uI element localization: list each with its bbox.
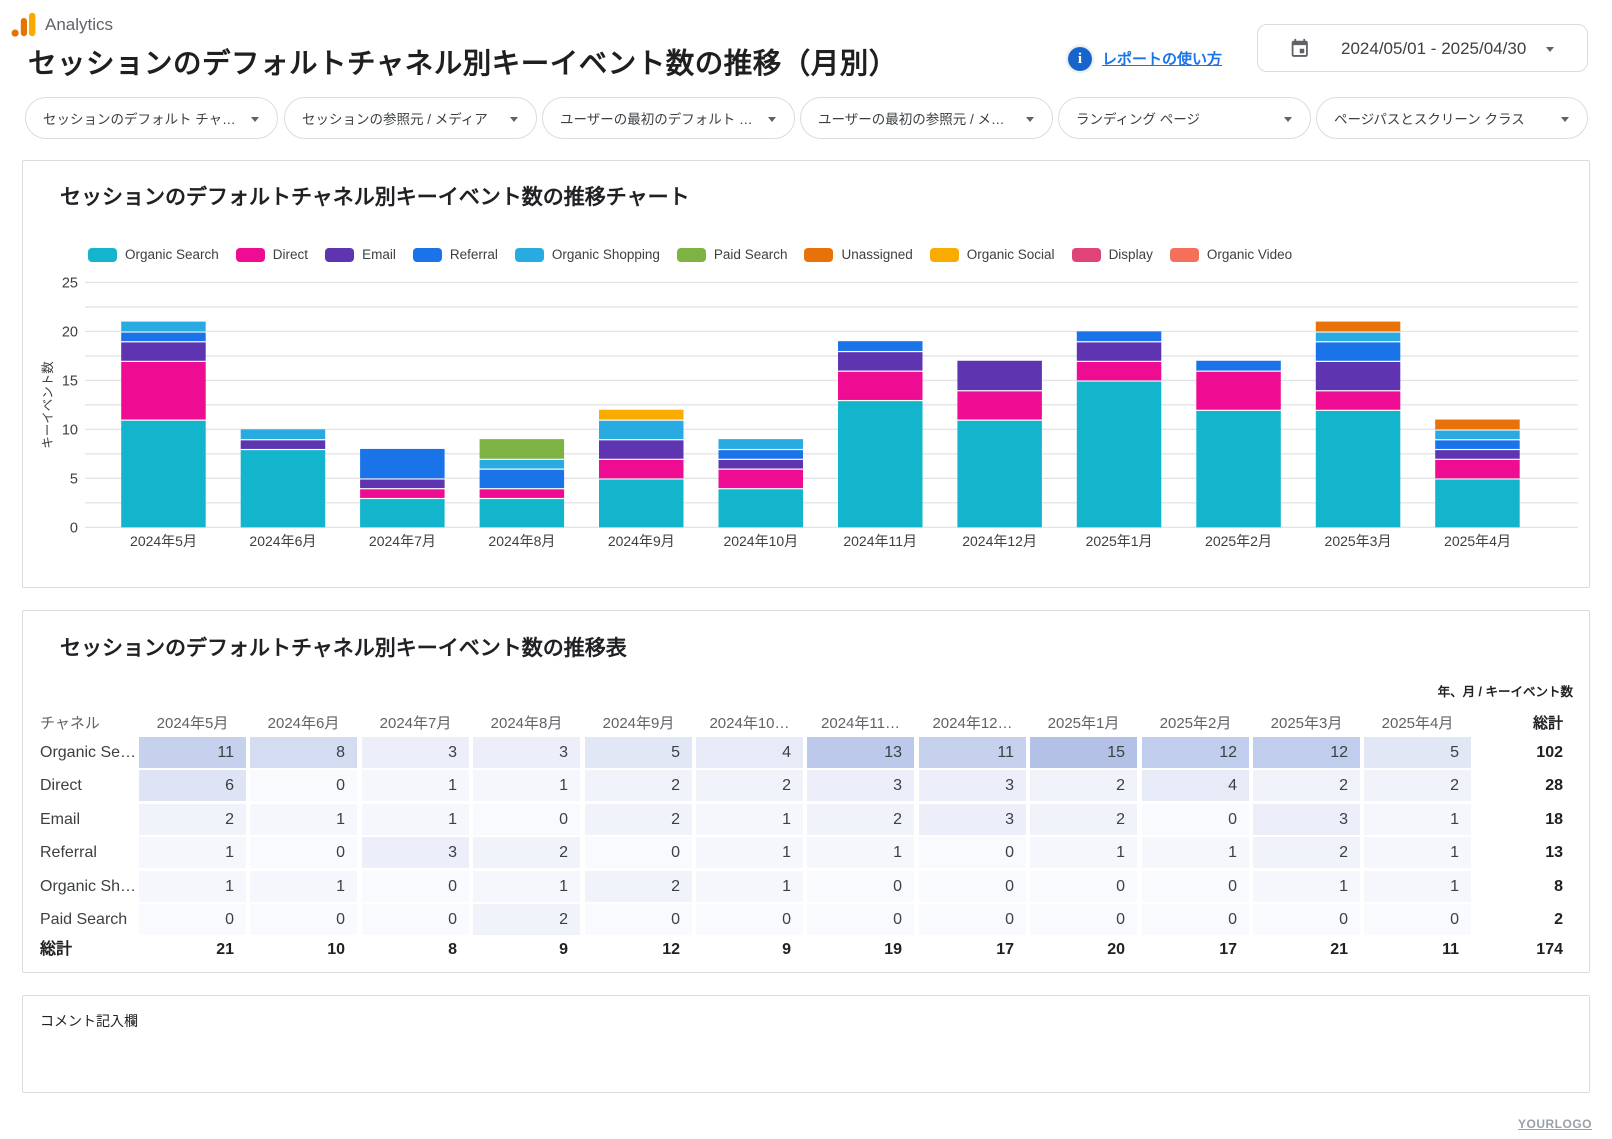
svg-text:2024年9月: 2024年9月 [608,533,675,549]
svg-text:2024年7月: 2024年7月 [369,533,436,549]
svg-text:2025年4月: 2025年4月 [1444,533,1511,549]
svg-text:2024年5月: 2024年5月 [130,533,197,549]
svg-text:2024年8月: 2024年8月 [488,533,555,549]
svg-text:キーイベント数: キーイベント数 [40,361,55,449]
svg-text:25: 25 [62,275,78,291]
svg-text:15: 15 [62,373,78,389]
svg-text:5: 5 [70,471,78,487]
svg-text:20: 20 [62,324,78,340]
svg-text:2025年3月: 2025年3月 [1325,533,1392,549]
svg-text:2024年10月: 2024年10月 [723,533,798,549]
svg-text:2024年6月: 2024年6月 [249,533,316,549]
svg-text:2024年11月: 2024年11月 [843,533,917,549]
svg-text:2025年2月: 2025年2月 [1205,533,1272,549]
svg-text:0: 0 [70,520,78,536]
svg-text:10: 10 [62,422,78,438]
svg-text:2025年1月: 2025年1月 [1086,533,1153,549]
svg-text:2024年12月: 2024年12月 [962,533,1037,549]
